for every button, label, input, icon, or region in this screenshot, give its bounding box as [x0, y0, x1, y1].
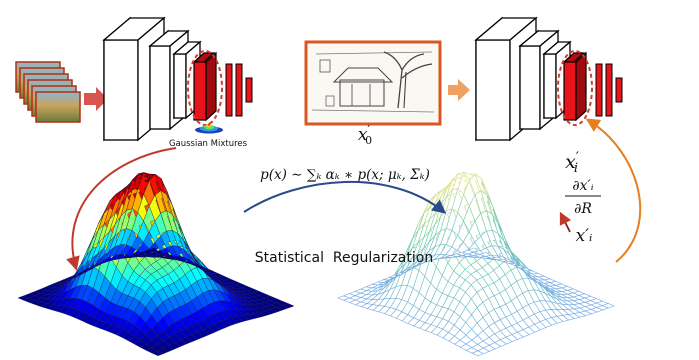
- gradient-denominator: ∂R: [574, 201, 592, 217]
- left-cnn: [102, 16, 253, 142]
- stack-of-landscape-photos-icon: [15, 61, 81, 123]
- gaussian-mixture-surface-colored: [17, 172, 295, 356]
- gradient-step-arrow: [559, 211, 572, 233]
- input-arrow-right: [448, 79, 470, 101]
- fc-bar-2: [235, 63, 243, 117]
- fc-bar-3: [245, 77, 253, 103]
- gaussian-density-icon: [195, 123, 223, 134]
- feature-map-highlighted: [192, 51, 217, 122]
- arrow-regularization: [243, 181, 447, 214]
- gradient-point-label: x′ᵢ: [576, 226, 593, 246]
- feature-map-highlighted: [562, 51, 587, 122]
- surface-cell: [282, 303, 295, 309]
- right-cnn: [474, 16, 623, 142]
- statistical-regularization-label: Statistical Regularization: [255, 250, 433, 266]
- mixture-formula: p(x) ∼ ∑ₖ αₖ ∗ p(x; μₖ, Σₖ): [260, 167, 430, 183]
- fc-bar-3: [615, 77, 623, 103]
- fc-bar-2: [605, 63, 613, 117]
- input-arrow-left: [84, 87, 108, 111]
- gradient-fraction: ∂x′ᵢ ∂R: [565, 178, 601, 217]
- dashed-selection-ellipse: [187, 50, 223, 126]
- gradient-numerator: ∂x′ᵢ: [572, 178, 593, 194]
- dashed-selection-ellipse: [557, 50, 593, 126]
- sketch-label: x′ 0: [358, 123, 372, 147]
- house-sketch-icon: [304, 40, 442, 126]
- feature-label: x′ i: [565, 150, 579, 176]
- arrow-update-feature: [585, 118, 642, 263]
- arrow-to-gaussian-fit: [66, 147, 177, 271]
- gaussian-mixtures-caption: Gaussian Mixtures: [169, 139, 248, 149]
- fc-bar-1: [225, 63, 233, 117]
- surface-cell: [601, 303, 615, 309]
- fc-bar-1: [595, 63, 603, 117]
